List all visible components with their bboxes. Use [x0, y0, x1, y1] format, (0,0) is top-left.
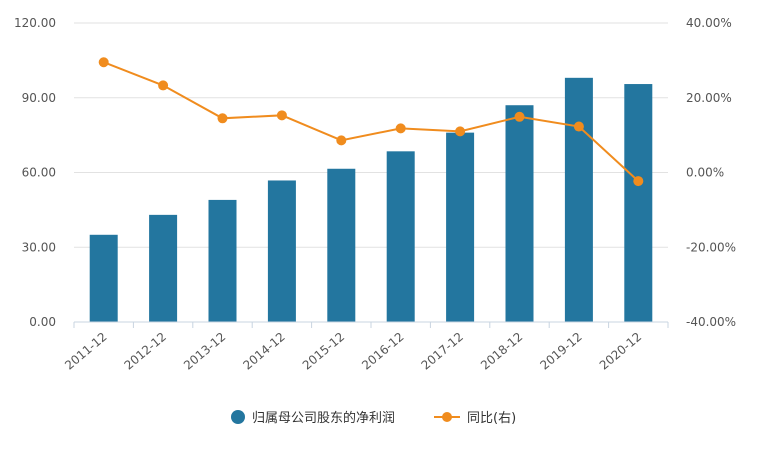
bar-2015-12[interactable] [327, 168, 356, 322]
bar-2012-12[interactable] [149, 214, 178, 322]
bar-2019-12[interactable] [564, 77, 593, 322]
y-right-tick-label: 20.00% [686, 91, 732, 105]
y-axis-right-ticks: -40.00% -20.00% 0.00% 20.00% 40.00% [686, 16, 736, 329]
y-right-tick-label: -40.00% [686, 315, 736, 329]
bar-2018-12[interactable] [505, 105, 534, 322]
x-tick-label: 2016-12 [359, 330, 406, 373]
line-point-2020-12[interactable] [633, 176, 644, 187]
x-tick-label: 2014-12 [240, 330, 287, 373]
axes [73, 321, 669, 328]
x-axis-ticks: 2011-12 2012-12 2013-12 2014-12 2015-12 2016-… [62, 330, 644, 373]
y-left-tick-label: 120.00 [14, 16, 56, 30]
y-right-tick-label: 0.00% [686, 166, 724, 180]
line-point-2019-12[interactable] [573, 121, 584, 132]
legend[interactable]: 归属母公司股东的净利润 同比(右) [231, 410, 516, 426]
line-point-2017-12[interactable] [455, 126, 466, 137]
bar-2014-12[interactable] [267, 180, 296, 322]
x-tick-label: 2013-12 [181, 330, 228, 373]
line-point-2012-12[interactable] [158, 80, 169, 91]
y-right-tick-label: -20.00% [686, 240, 736, 254]
legend-item-line[interactable]: 同比(右) [434, 411, 516, 426]
x-tick-label: 2020-12 [597, 330, 644, 373]
legend-bar-marker [231, 410, 245, 424]
x-tick-label: 2019-12 [537, 330, 584, 373]
line-point-2018-12[interactable] [514, 111, 525, 122]
bar-2013-12[interactable] [208, 199, 237, 322]
bar-series [89, 77, 653, 322]
legend-item-bar[interactable]: 归属母公司股东的净利润 [231, 410, 395, 426]
line-point-2011-12[interactable] [98, 57, 109, 68]
x-tick-label: 2012-12 [122, 330, 169, 373]
y-right-tick-label: 40.00% [686, 16, 732, 30]
bar-2011-12[interactable] [89, 234, 118, 322]
x-tick-label: 2017-12 [419, 330, 466, 373]
line-point-2015-12[interactable] [336, 135, 347, 146]
y-left-tick-label: 60.00 [22, 166, 56, 180]
y-left-tick-label: 30.00 [22, 240, 56, 254]
x-tick-label: 2018-12 [478, 330, 525, 373]
x-tick-label: 2011-12 [62, 330, 109, 373]
bar-2020-12[interactable] [624, 84, 653, 322]
line-point-2014-12[interactable] [276, 110, 287, 121]
y-axis-left-ticks: 0.00 30.00 60.00 90.00 120.00 [14, 16, 56, 329]
line-series [98, 57, 644, 187]
bar-2016-12[interactable] [386, 151, 415, 322]
line-point-2016-12[interactable] [395, 123, 406, 134]
legend-line-label: 同比(右) [467, 411, 516, 426]
y-left-tick-label: 90.00 [22, 91, 56, 105]
bar-2017-12[interactable] [446, 132, 475, 322]
line-point-2013-12[interactable] [217, 113, 228, 124]
y-left-tick-label: 0.00 [29, 315, 56, 329]
x-tick-label: 2015-12 [300, 330, 347, 373]
legend-line-marker [442, 412, 452, 422]
legend-bar-label: 归属母公司股东的净利润 [252, 410, 395, 426]
line-yoy [103, 61, 639, 182]
